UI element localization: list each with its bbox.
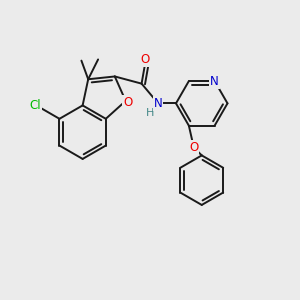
- Text: N: N: [210, 75, 219, 88]
- Text: Cl: Cl: [29, 99, 41, 112]
- Text: O: O: [189, 141, 198, 154]
- Text: H: H: [146, 108, 154, 118]
- Text: O: O: [141, 53, 150, 66]
- Text: N: N: [154, 97, 163, 110]
- Text: O: O: [123, 96, 132, 110]
